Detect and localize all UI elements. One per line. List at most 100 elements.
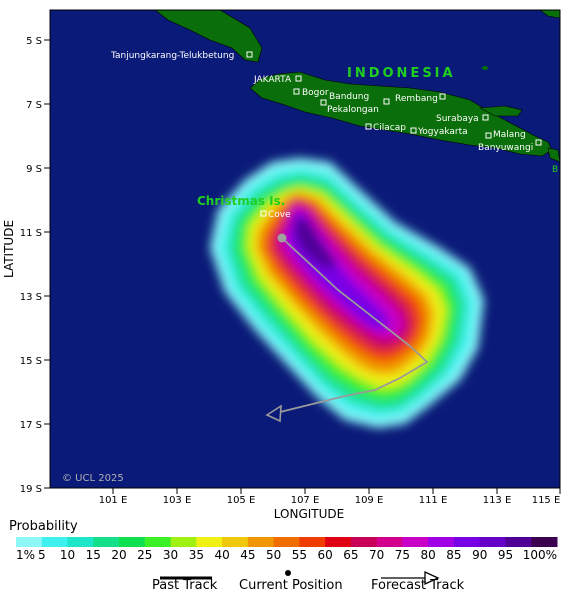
java-land <box>249 71 553 157</box>
lon-axis-title: LONGITUDE <box>274 507 344 521</box>
colorbar-segment <box>376 537 403 547</box>
colorbar-segment <box>350 537 378 547</box>
colorbar-label: 100% <box>523 548 557 562</box>
colorbar-segment <box>531 537 558 547</box>
lat-tick-label: 9 S <box>26 164 42 175</box>
colorbar-label: 55 <box>292 548 307 562</box>
label-surabaya: Surabaya <box>436 114 479 124</box>
colorbar-label: 10 <box>60 548 75 562</box>
colorbar-label: 90 <box>472 548 487 562</box>
madura-land <box>478 105 523 117</box>
colorbar-segment <box>505 537 532 547</box>
label-banyuwangi: Banyuwangi <box>478 143 533 153</box>
forecast-arrowhead <box>265 404 282 423</box>
colorbar-label: 95 <box>498 548 513 562</box>
lat-axis-title: LATITUDE <box>2 220 16 278</box>
colorbar-segment <box>479 537 506 547</box>
colorbar-segment <box>222 537 249 547</box>
colorbar-label: 15 <box>86 548 101 562</box>
bali-land <box>547 147 560 163</box>
colorbar-segment <box>453 537 481 547</box>
marker-rembang <box>383 98 390 105</box>
label-yogyakarta: Yogyakarta <box>417 127 468 137</box>
lat-tick-label: 17 S <box>20 420 42 431</box>
lat-tick-label: 5 S <box>26 36 42 47</box>
lon-tick-label: 103 E <box>163 495 192 506</box>
label-cilacap: Cilacap <box>373 123 406 133</box>
lon-tick-label: 113 E <box>483 495 512 506</box>
label-cove: Cove <box>268 210 291 220</box>
colorbar-label: 35 <box>189 548 204 562</box>
label-b: B <box>552 165 558 175</box>
colorbar-segment <box>16 537 43 547</box>
marker-tanjungkarang <box>246 51 253 58</box>
lon-tick-label: 109 E <box>355 495 384 506</box>
lat-tick-label: 7 S <box>26 100 42 111</box>
marker-malang <box>485 132 492 139</box>
label-bandung: Bandung <box>329 92 369 102</box>
colorbar-segment <box>273 537 300 547</box>
probability-contour-10 <box>294 216 336 270</box>
label-malang: Malang <box>493 130 526 140</box>
colorbar-label: 45 <box>240 548 255 562</box>
current-position-label: Current Position <box>239 578 343 593</box>
label-jakarta: JAKARTA <box>253 75 292 85</box>
colorbar-segment <box>196 537 223 547</box>
marker-cilacap <box>365 123 372 130</box>
past-track-label: Past Track <box>152 578 218 593</box>
colorbar-segment <box>428 537 455 547</box>
probability-colorbar <box>16 537 558 547</box>
sumatra-land <box>154 10 263 63</box>
probability-swath <box>210 158 484 428</box>
marker-pekalongan <box>320 99 327 106</box>
place-markers <box>246 51 542 217</box>
colorbar-label: 25 <box>137 548 152 562</box>
copyright-text: © UCL 2025 <box>62 473 124 484</box>
legend-title: Probability <box>9 519 78 534</box>
colorbar-label: 60 <box>318 548 333 562</box>
current-position-marker <box>277 233 287 243</box>
colorbar-label: 5 <box>38 548 46 562</box>
marker-surabaya <box>482 114 489 121</box>
forecast-track <box>271 237 429 415</box>
colorbar-segment <box>325 537 352 547</box>
marker-bogor <box>293 88 300 95</box>
marker-yogyakarta <box>410 127 417 134</box>
colorbar-label: 1% <box>16 548 35 562</box>
marker-rembang2 <box>439 93 446 100</box>
colorbar-segment <box>144 537 172 547</box>
lat-tick-label: 15 S <box>20 356 42 367</box>
colorbar-segment <box>67 537 94 547</box>
colorbar-segment <box>299 537 326 547</box>
colorbar-label: 85 <box>446 548 461 562</box>
lon-tick-label: 105 E <box>227 495 256 506</box>
lon-tick-label: 115 E <box>532 495 561 506</box>
kalimantan-land <box>539 10 560 19</box>
lon-tick-label: 107 E <box>291 495 320 506</box>
label-rembang: Rembang <box>395 94 438 104</box>
label-pekalongan: Pekalongan <box>327 105 379 115</box>
country-label: INDONESIA <box>347 66 456 81</box>
colorbar-label: 40 <box>214 548 229 562</box>
colorbar-label: 75 <box>395 548 410 562</box>
lat-tick-label: 11 S <box>20 228 42 239</box>
lon-tick-label: 101 E <box>99 495 128 506</box>
current-position-symbol <box>285 570 291 576</box>
colorbar-segment <box>247 537 275 547</box>
colorbar-label: 50 <box>266 548 281 562</box>
colorbar-segment <box>93 537 120 547</box>
label-bogor: Bogor <box>302 88 329 98</box>
lat-tick-label: 13 S <box>20 292 42 303</box>
colorbar-label: 70 <box>369 548 384 562</box>
label-tanjungkarang: Tanjungkarang-Telukbetung <box>110 51 234 61</box>
forecast-track-label: Forecast Track <box>371 578 465 593</box>
marker-banyuwangi <box>535 139 542 146</box>
colorbar-segment <box>119 537 146 547</box>
islet <box>482 66 488 70</box>
colorbar-segment <box>41 537 69 547</box>
colorbar-label: 30 <box>163 548 178 562</box>
island-label: Christmas Is. <box>197 194 285 208</box>
colorbar-label: 65 <box>343 548 358 562</box>
colorbar-label: 20 <box>111 548 126 562</box>
